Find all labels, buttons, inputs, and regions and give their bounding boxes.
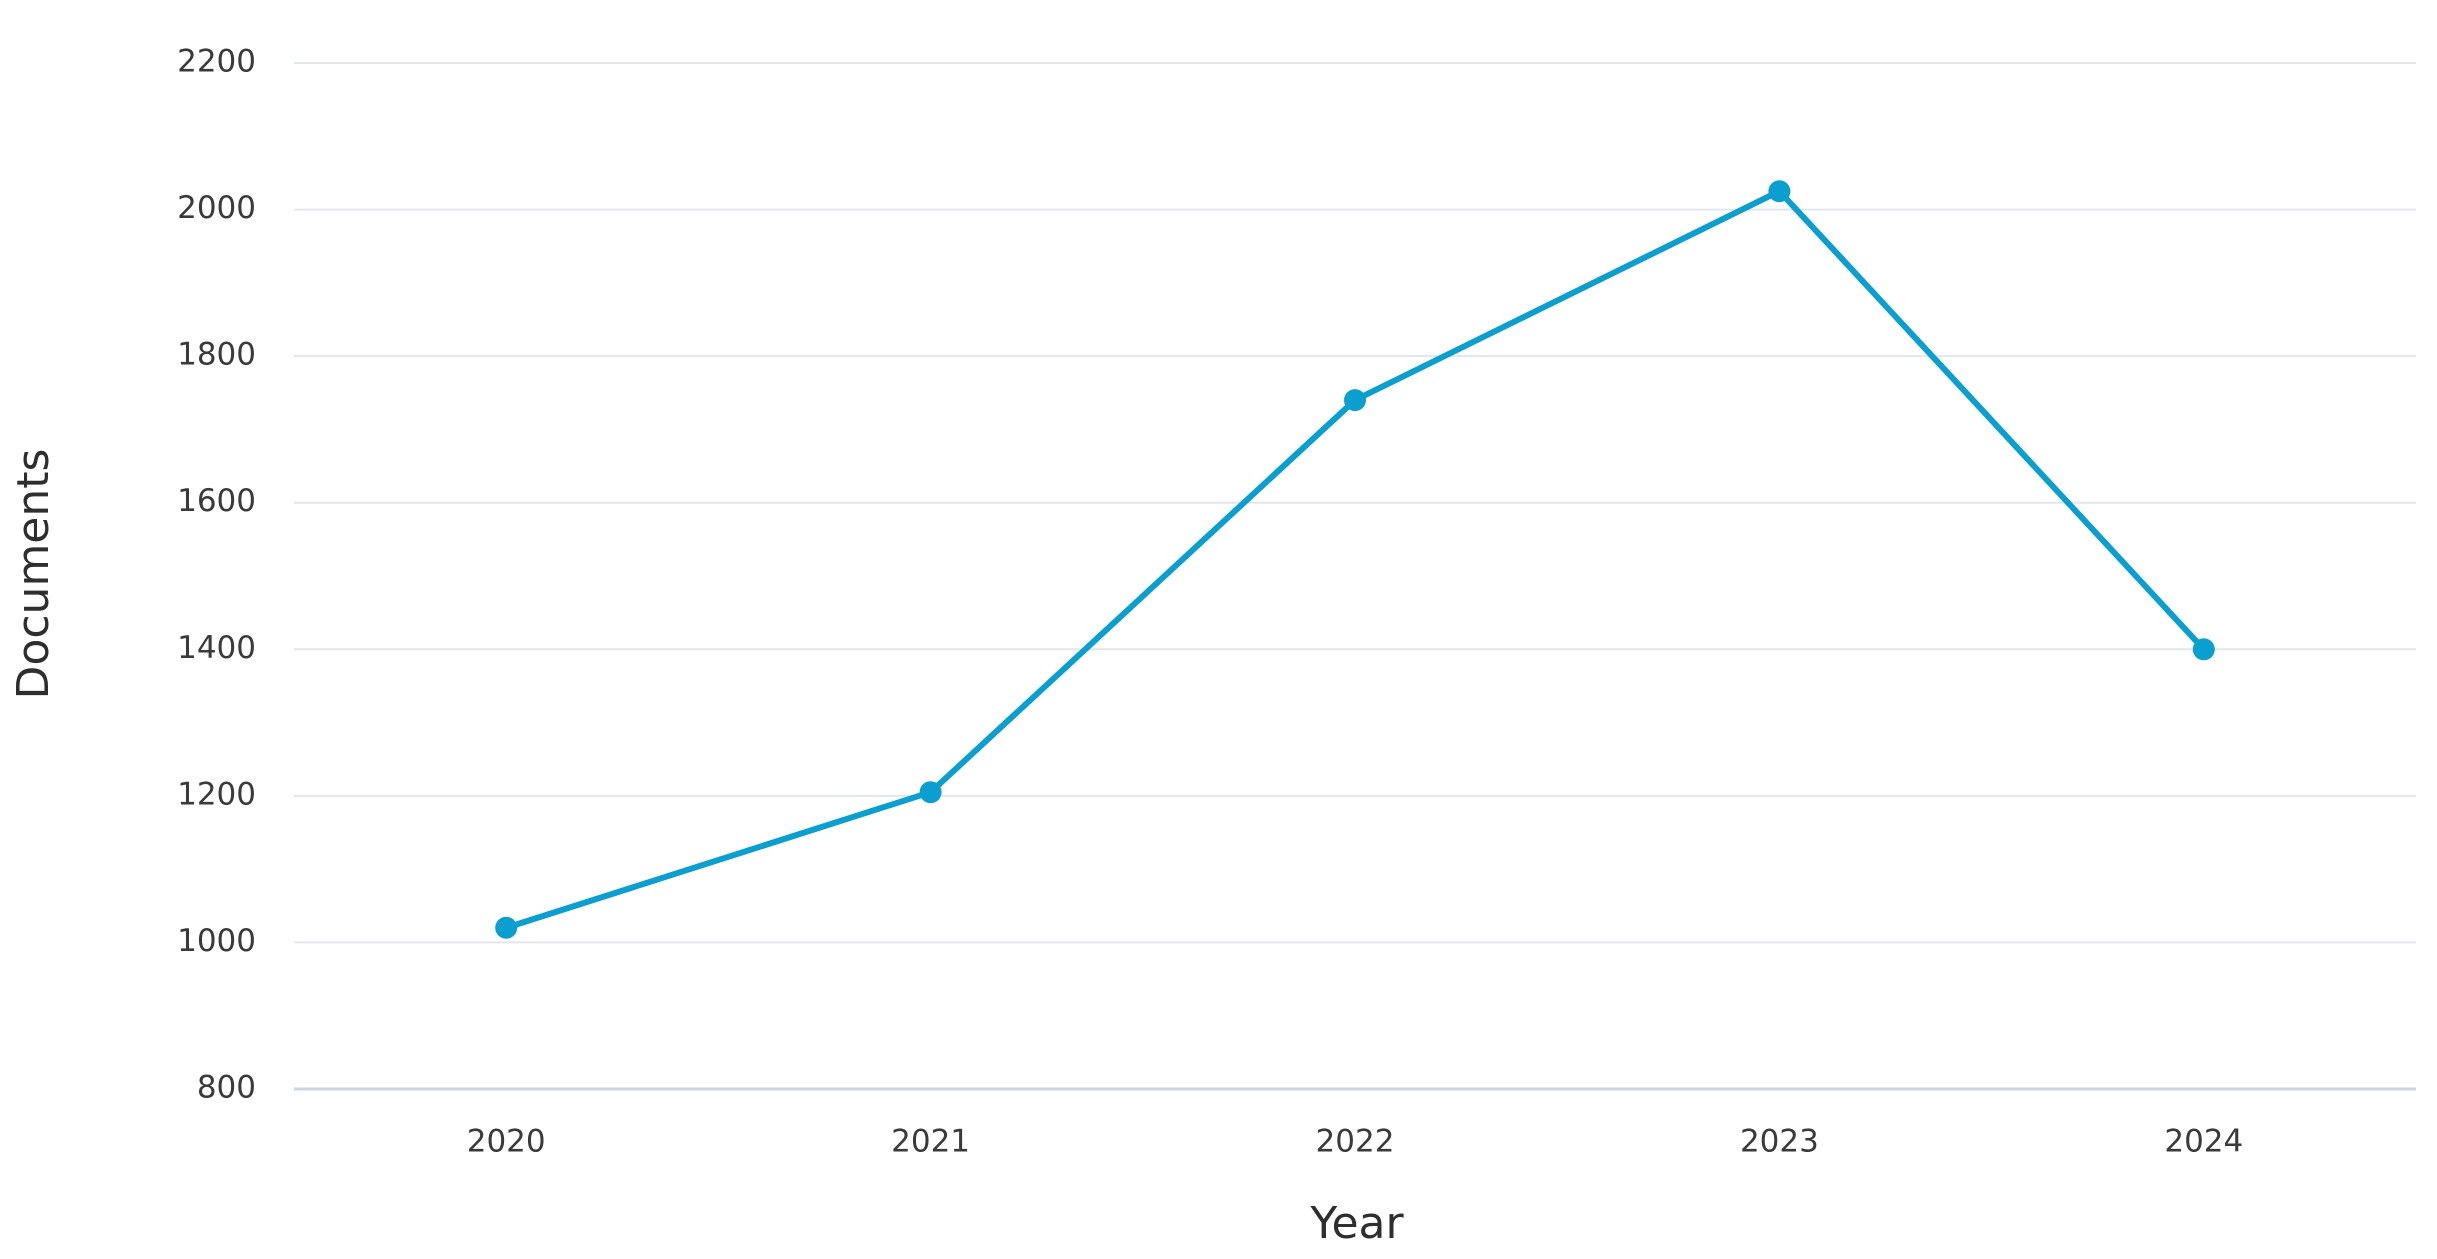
x-tick-label: 2021 xyxy=(891,1124,970,1160)
y-tick-label: 1400 xyxy=(177,630,256,666)
y-tick-label: 800 xyxy=(197,1070,256,1106)
data-point xyxy=(1768,180,1791,203)
x-tick-label: 2024 xyxy=(2164,1124,2243,1160)
y-tick-label: 2200 xyxy=(177,44,256,80)
x-tick-label: 2022 xyxy=(1316,1124,1395,1160)
x-axis-title: Year xyxy=(1309,1198,1404,1249)
y-tick-label: 1600 xyxy=(177,483,256,519)
x-tick-label: 2020 xyxy=(467,1124,546,1160)
y-tick-label: 1000 xyxy=(177,923,256,959)
data-point xyxy=(1344,389,1366,412)
data-point xyxy=(495,916,518,939)
x-tick-label: 2023 xyxy=(1740,1124,1819,1160)
y-tick-label: 1200 xyxy=(177,776,256,812)
y-tick-label: 1800 xyxy=(177,337,256,373)
y-tick-label: 2000 xyxy=(177,190,256,226)
y-axis-title: Documents xyxy=(8,449,59,700)
series-line xyxy=(505,188,2207,931)
data-point xyxy=(2192,638,2215,661)
data-point xyxy=(919,781,942,804)
